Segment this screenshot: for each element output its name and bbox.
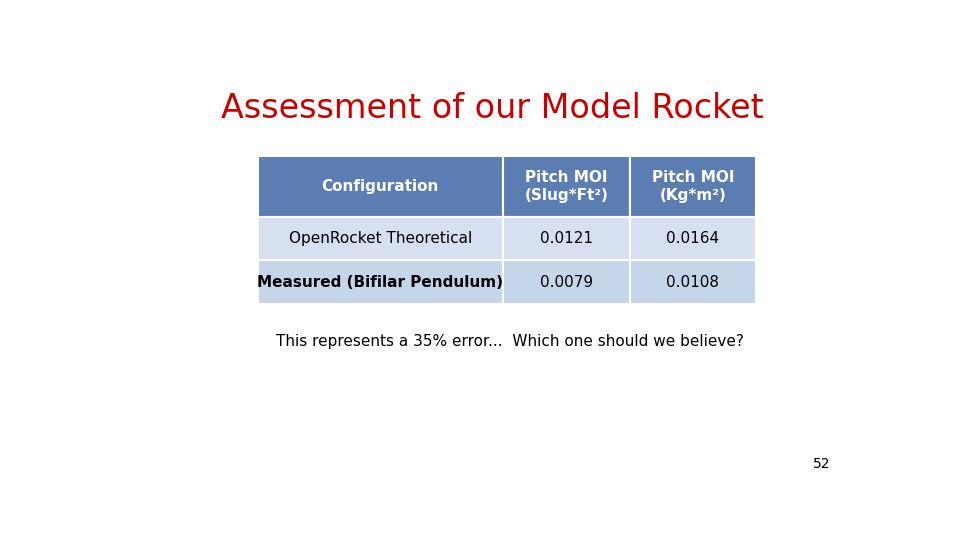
Text: 0.0108: 0.0108 [666, 274, 719, 289]
Text: 52: 52 [813, 457, 830, 471]
Bar [503, 156, 630, 217]
Text: OpenRocket Theoretical: OpenRocket Theoretical [289, 231, 472, 246]
Text: Measured (Bifilar Pendulum): Measured (Bifilar Pendulum) [257, 274, 503, 289]
Text: Configuration: Configuration [322, 179, 439, 194]
Text: Assessment of our Model Rocket: Assessment of our Model Rocket [221, 92, 763, 125]
Bar [630, 260, 756, 304]
Text: This represents a 35% error...  Which one should we believe?: This represents a 35% error... Which one… [276, 334, 744, 349]
Text: Pitch MOI
(Slug*Ft²): Pitch MOI (Slug*Ft²) [524, 170, 609, 202]
Bar [630, 156, 756, 217]
Bar [257, 260, 503, 304]
Bar [630, 217, 756, 260]
Text: Pitch MOI
(Kg*m²): Pitch MOI (Kg*m²) [652, 170, 734, 202]
Text: 0.0164: 0.0164 [666, 231, 719, 246]
Bar [257, 156, 503, 217]
Bar [503, 260, 630, 304]
Bar [503, 217, 630, 260]
Bar [257, 217, 503, 260]
Text: 0.0079: 0.0079 [540, 274, 593, 289]
Text: 0.0121: 0.0121 [540, 231, 593, 246]
